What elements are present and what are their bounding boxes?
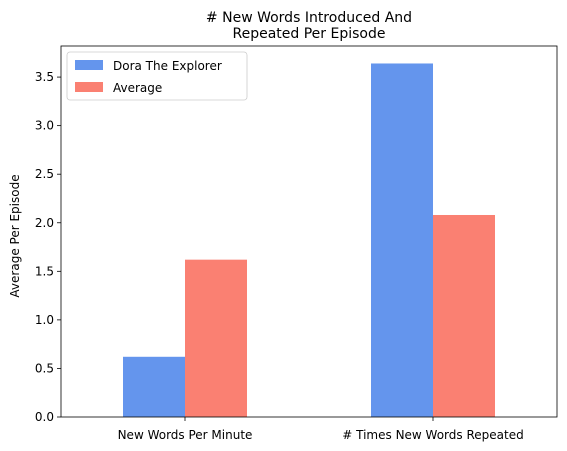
y-tick-label: 3.5: [35, 70, 54, 84]
x-tick-label: New Words Per Minute: [118, 428, 253, 442]
y-tick-label: 1.0: [35, 313, 54, 327]
y-tick-label: 1.5: [35, 264, 54, 278]
bars-group: [123, 63, 495, 417]
legend: Dora The Explorer Average: [66, 51, 248, 101]
y-axis-label: Average Per Episode: [8, 174, 22, 297]
legend-box: [66, 51, 248, 101]
y-tick-label: 3.0: [35, 119, 54, 133]
bar-dora-0: [123, 356, 185, 417]
bar-average-1: [433, 214, 495, 417]
x-tick-label: # Times New Words Repeated: [342, 428, 523, 442]
chart-title-line-2: Repeated Per Episode: [233, 26, 386, 42]
legend-label-average: Average: [113, 81, 162, 95]
legend-swatch-average: [75, 82, 103, 92]
plot-frame: [60, 45, 558, 418]
y-axis: 0.0 0.5 1.0 1.5 2.0 2.5 3.0 3.5: [35, 70, 61, 424]
y-tick-label: 2.0: [35, 216, 54, 230]
legend-label-dora: Dora The Explorer: [113, 59, 222, 73]
chart-title-line-1: # New Words Introduced And: [206, 10, 412, 26]
chart-title: # New Words Introduced And Repeated Per …: [206, 10, 412, 42]
y-tick-label: 2.5: [35, 167, 54, 181]
bar-average-0: [185, 259, 247, 417]
bar-dora-1: [371, 63, 433, 417]
y-tick-label: 0.0: [35, 410, 54, 424]
legend-swatch-dora: [75, 60, 103, 70]
y-tick-label: 0.5: [35, 361, 54, 375]
x-axis: New Words Per Minute # Times New Words Re…: [118, 417, 524, 442]
